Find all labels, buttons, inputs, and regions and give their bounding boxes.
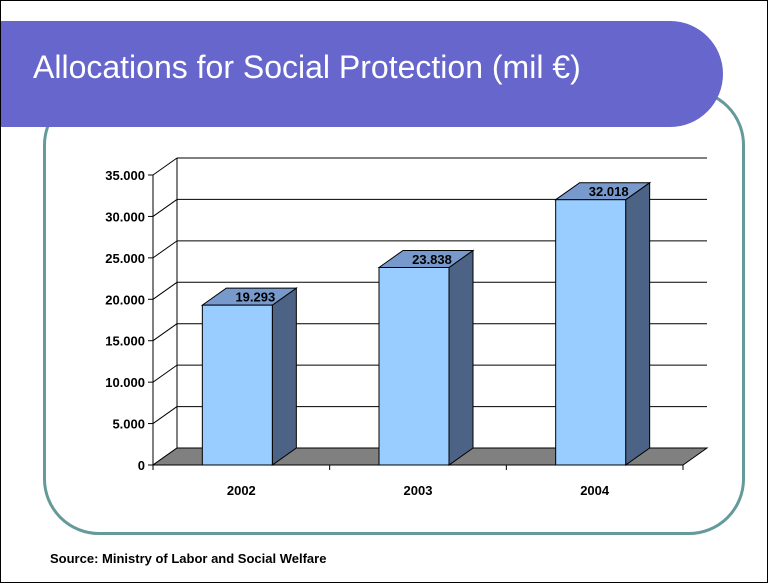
side-gridline — [152, 281, 178, 300]
title-banner — [1, 21, 723, 127]
bar-side — [625, 181, 651, 466]
y-tick-label: 5.000 — [112, 417, 145, 432]
side-gridline — [152, 406, 178, 424]
chart-labels: 0 5.000 10.000 15.000 20.000 25.000 30.000 35.0… — [105, 168, 628, 498]
bar — [201, 304, 273, 466]
y-tick-label: 20.000 — [105, 292, 145, 307]
bar-side — [271, 287, 297, 466]
x-tick-label: 2003 — [404, 483, 433, 498]
bar-side — [448, 249, 474, 466]
source-note: Source: Ministry of Labor and Social Wel… — [50, 551, 327, 566]
y-tick-label: 10.000 — [105, 375, 145, 390]
x-tick-label: 2002 — [227, 483, 256, 498]
bar — [378, 266, 450, 466]
side-gridline — [152, 323, 178, 342]
data-label: 32.018 — [589, 184, 629, 199]
side-gridline — [152, 240, 178, 259]
data-label: 23.838 — [412, 252, 452, 267]
data-label: 19.293 — [235, 290, 275, 305]
y-tick-label: 35.000 — [105, 168, 145, 183]
page-title: Allocations for Social Protection (mil €… — [33, 49, 581, 85]
y-tick-label: 0 — [138, 458, 145, 473]
y-tick-label: 15.000 — [105, 334, 145, 349]
side-gridline — [152, 157, 178, 176]
y-tick-label: 30.000 — [105, 209, 145, 224]
side-gridline — [152, 199, 178, 217]
bar — [555, 199, 627, 466]
y-tick-label: 25.000 — [105, 251, 145, 266]
x-tick-label: 2004 — [580, 483, 610, 498]
side-gridline — [152, 364, 178, 383]
chart-bars — [200, 181, 652, 466]
